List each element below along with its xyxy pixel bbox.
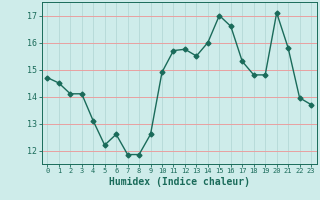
X-axis label: Humidex (Indice chaleur): Humidex (Indice chaleur) [109,177,250,187]
